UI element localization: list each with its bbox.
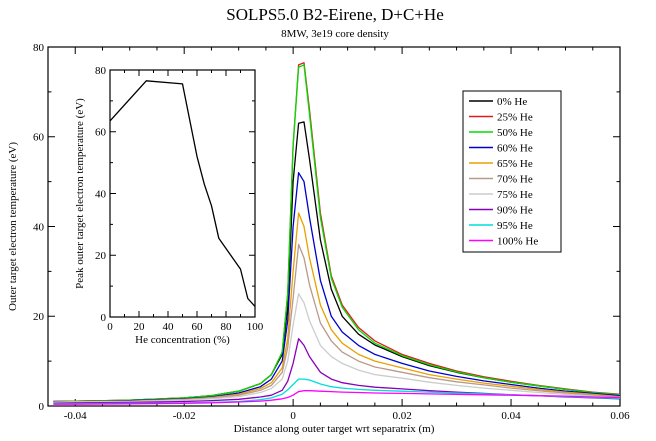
- inset-x-tick-label: 100: [247, 321, 264, 333]
- series-line-75pct-he: [53, 293, 621, 404]
- series-line-60pct-he: [53, 172, 621, 403]
- y-axis-label: Outer target electron temperature (eV): [7, 142, 19, 311]
- legend-label-90pct-he: 90% He: [497, 205, 533, 217]
- x-tick-label: 0: [290, 410, 296, 422]
- legend: 0% He 25% He 50% He 60% He 65% He 70% He 75% H…: [462, 90, 562, 253]
- inset-y-tick-label: 60: [95, 127, 107, 139]
- x-tick-label: 0.06: [610, 410, 630, 422]
- legend-label-25pct-he: 25% He: [497, 112, 533, 124]
- y-tick-label: 60: [33, 132, 45, 144]
- inset-x-tick-label: 60: [192, 321, 204, 333]
- legend-label-65pct-he: 65% He: [497, 158, 533, 170]
- x-axis-label: Distance along outer target wrt separatr…: [234, 423, 435, 435]
- inset-x-tick-label: 0: [107, 321, 113, 333]
- legend-label-75pct-he: 75% He: [497, 189, 533, 201]
- y-tick-label: 0: [39, 401, 45, 413]
- legend-label-50pct-he: 50% He: [497, 127, 533, 139]
- x-tick-label: -0.02: [173, 410, 196, 422]
- inset-y-tick-label: 80: [95, 65, 107, 77]
- inset-x-tick-label: 80: [221, 321, 233, 333]
- inset-x-axis-label: He concentration (%): [135, 334, 230, 346]
- x-tick-label: -0.04: [64, 410, 87, 422]
- inset-series-line-0: [109, 80, 256, 307]
- inset-y-tick-label: 40: [95, 188, 107, 200]
- series-line-100pct-he: [53, 390, 621, 405]
- inset-frame: [109, 69, 256, 318]
- y-tick-label: 40: [33, 221, 45, 233]
- inset-x-tick-label: 40: [163, 321, 175, 333]
- legend-label-70pct-he: 70% He: [497, 174, 533, 186]
- y-tick-label: 80: [33, 42, 45, 54]
- series-line-70pct-he: [53, 243, 621, 403]
- y-tick-label: 20: [33, 311, 45, 323]
- legend-label-60pct-he: 60% He: [497, 143, 533, 155]
- inset-x-tick-label: 20: [134, 321, 146, 333]
- x-tick-label: 0.02: [392, 410, 411, 422]
- series-line-50pct-he: [53, 64, 621, 403]
- chart-subtitle: 8MW, 3e19 core density: [281, 28, 389, 40]
- legend-label-95pct-he: 95% He: [497, 220, 533, 232]
- legend-label-100pct-he: 100% He: [497, 236, 538, 248]
- legend-label-0pct-he: 0% He: [497, 96, 527, 108]
- inset-y-axis-label: Peak outer target electron temperature (…: [74, 98, 86, 289]
- x-tick-label: 0.04: [501, 410, 521, 422]
- inset-y-tick-label: 20: [95, 250, 107, 262]
- chart-title: SOLPS5.0 B2-Eirene, D+C+He: [226, 5, 444, 24]
- inset-y-tick-label: 0: [101, 312, 107, 324]
